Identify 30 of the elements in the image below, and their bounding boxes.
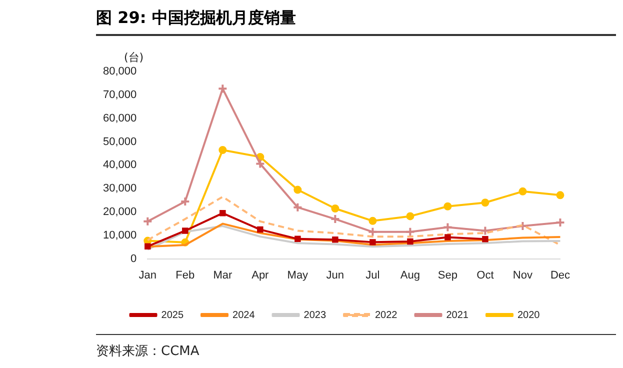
x-tick-label: Mar bbox=[213, 269, 232, 282]
legend-label: 2023 bbox=[304, 310, 326, 321]
legend-label: 2025 bbox=[161, 310, 184, 321]
x-tick-label: Jul bbox=[366, 269, 380, 282]
y-tick-label: 30,000 bbox=[102, 182, 137, 195]
chart-title: 图 29: 中国挖掘机月度销量 bbox=[96, 8, 296, 29]
legend-label: 2022 bbox=[375, 310, 398, 321]
y-tick-label: 70,000 bbox=[102, 89, 137, 102]
legend-label: 2020 bbox=[517, 310, 540, 321]
y-tick-label: 80,000 bbox=[102, 66, 137, 78]
y-tick-label: 20,000 bbox=[102, 206, 137, 218]
y-tick-label: 0 bbox=[130, 252, 137, 265]
y-tick-label: 50,000 bbox=[102, 136, 137, 148]
x-tick-label: Dec bbox=[550, 269, 570, 282]
y-tick-label: 60,000 bbox=[102, 112, 137, 124]
legend-label: 2024 bbox=[232, 310, 256, 321]
x-tick-label: Aug bbox=[400, 269, 420, 282]
x-tick-label: Jun bbox=[326, 269, 344, 282]
x-tick-label: Apr bbox=[252, 269, 270, 282]
x-tick-label: Oct bbox=[476, 269, 494, 282]
legend-label: 2021 bbox=[446, 310, 469, 321]
x-tick-label: Sep bbox=[438, 269, 458, 282]
x-tick-label: Nov bbox=[512, 269, 533, 282]
x-tick-label: Jan bbox=[138, 269, 157, 282]
text: 资料来源：CCMA bbox=[96, 343, 200, 360]
x-tick-label: May bbox=[287, 269, 309, 282]
y-tick-label: 10,000 bbox=[102, 229, 137, 242]
y-tick-label: 40,000 bbox=[102, 159, 137, 172]
x-tick-label: Feb bbox=[176, 269, 195, 282]
y-axis-title: (台) bbox=[124, 50, 144, 65]
